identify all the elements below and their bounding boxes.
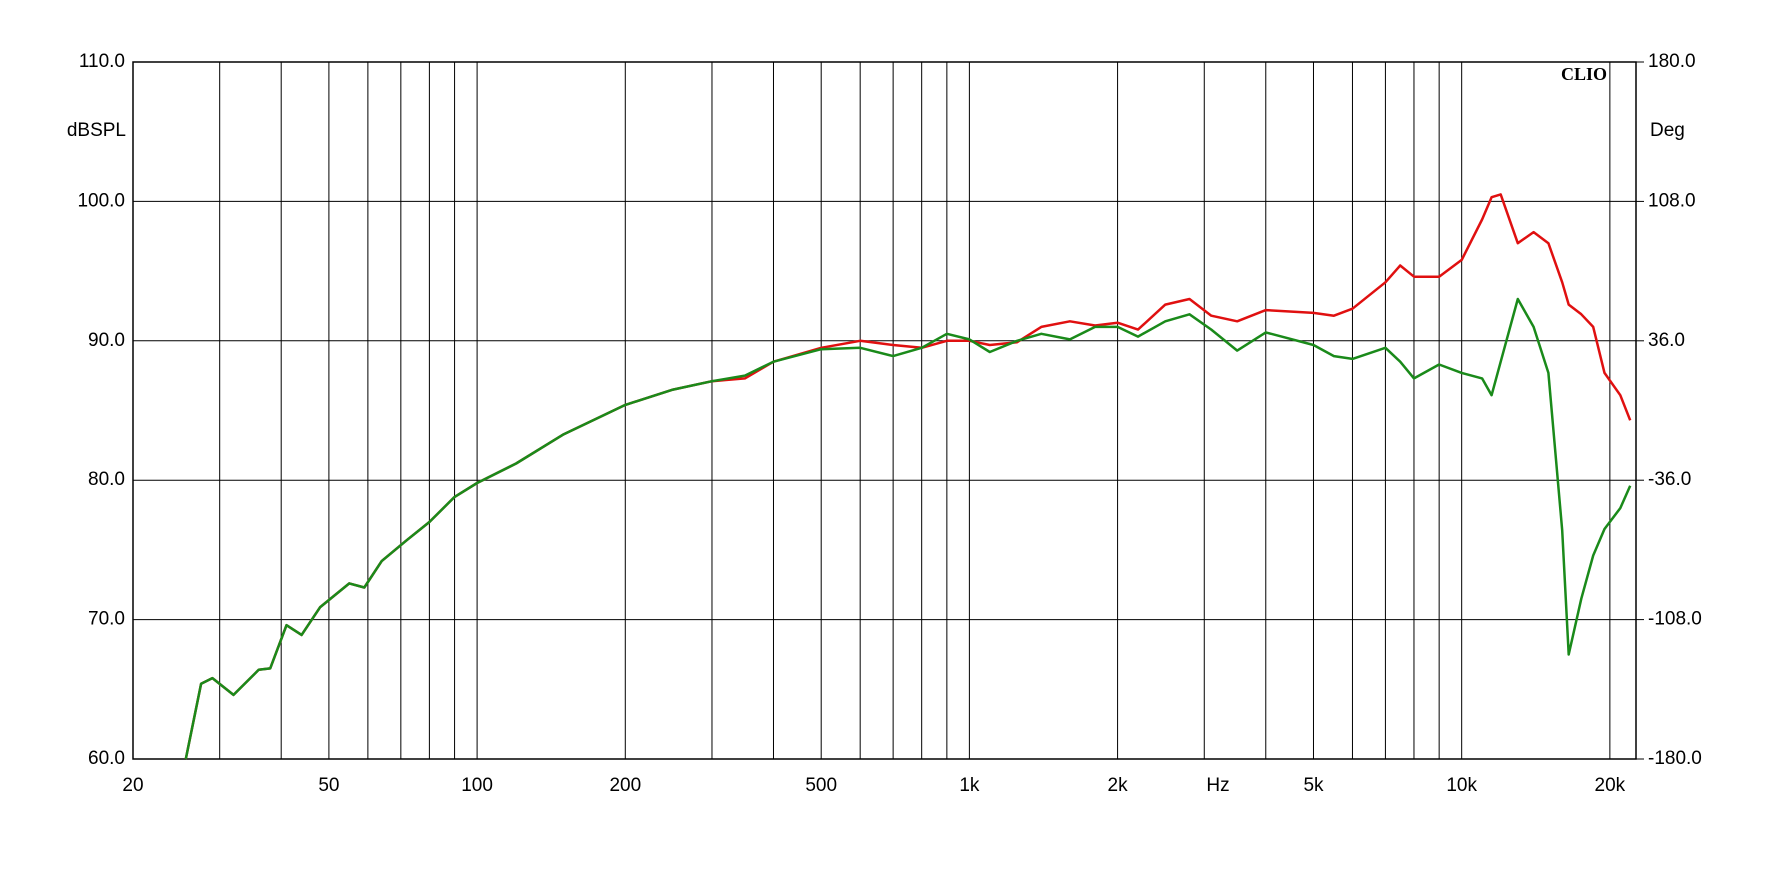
y2-tick-label: -36.0 xyxy=(1648,469,1691,490)
y-tick-label: 70.0 xyxy=(88,609,125,630)
x-tick-label: 500 xyxy=(805,775,837,796)
y2-tick-label: 36.0 xyxy=(1648,330,1685,351)
x-tick-label: 50 xyxy=(318,775,339,796)
brand: CLIO xyxy=(1561,64,1607,84)
x-tick-label: 2k xyxy=(1108,775,1129,796)
y-tick-label: 100.0 xyxy=(77,190,125,211)
y-tick-label: 80.0 xyxy=(88,469,125,490)
y-tick-label: 90.0 xyxy=(88,330,125,351)
y-tick-label: 60.0 xyxy=(88,748,125,769)
x-tick-label: 1k xyxy=(959,775,980,796)
x-tick-label: 20k xyxy=(1595,775,1626,796)
x-tick-label: 200 xyxy=(609,775,641,796)
y2-tick-label: -180.0 xyxy=(1648,748,1702,769)
x-tick-label: 10k xyxy=(1446,775,1477,796)
y-tick-label: 110.0 xyxy=(79,51,125,72)
plot-frame xyxy=(132,61,1637,760)
x-tick-label: 100 xyxy=(461,775,493,796)
y-axis-label: dBSPL xyxy=(67,120,126,141)
y2-tick-label: 180.0 xyxy=(1648,51,1696,72)
x-axis-label: Hz xyxy=(1206,775,1229,796)
y2-tick-label: -108.0 xyxy=(1648,609,1702,630)
y2-axis-label: Deg xyxy=(1650,120,1685,141)
y2-tick-label: 108.0 xyxy=(1648,190,1696,211)
x-tick-label: 20 xyxy=(122,775,143,796)
x-tick-label: 5k xyxy=(1303,775,1324,796)
series-line xyxy=(184,297,1632,760)
